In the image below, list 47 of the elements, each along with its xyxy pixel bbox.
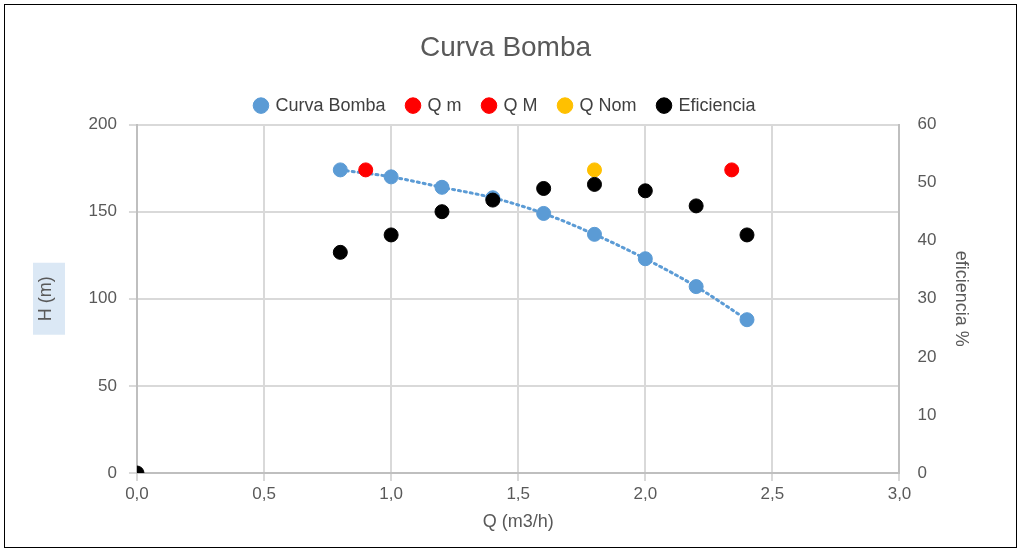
point xyxy=(586,162,602,178)
legend-label: Q M xyxy=(503,94,538,115)
point xyxy=(383,169,399,185)
y2-tick-label: 20 xyxy=(917,346,937,366)
x-tick-label: 1,5 xyxy=(506,483,531,503)
point xyxy=(383,227,399,243)
point xyxy=(637,251,653,267)
point xyxy=(739,227,755,243)
x-tick-label: 0,5 xyxy=(252,483,276,503)
y-axis-title: H (m) xyxy=(34,276,55,322)
x-tick-label: 0,0 xyxy=(125,483,149,503)
point xyxy=(688,198,704,214)
point xyxy=(637,183,653,199)
point xyxy=(739,312,755,328)
legend-label: Q Nom xyxy=(579,94,637,115)
point xyxy=(332,162,348,178)
y-tick-label: 150 xyxy=(88,201,117,221)
y-tick-label: 50 xyxy=(98,375,117,395)
y2-tick-label: 50 xyxy=(917,172,937,192)
point xyxy=(688,279,704,295)
y2-tick-label: 30 xyxy=(917,288,937,308)
point xyxy=(358,162,374,178)
point xyxy=(586,176,602,192)
point xyxy=(586,226,602,242)
point xyxy=(536,180,552,196)
y2-axis-title: eficiencia % xyxy=(952,250,973,347)
y2-tick-label: 60 xyxy=(917,114,937,134)
y2-tick-label: 0 xyxy=(917,462,927,482)
x-tick-label: 1,0 xyxy=(379,483,403,503)
point xyxy=(434,179,450,195)
legend-label: Q m xyxy=(427,94,462,115)
x-axis-title: Q (m3/h) xyxy=(482,511,554,532)
x-tick-label: 2,0 xyxy=(633,483,658,503)
point xyxy=(724,162,740,178)
y-tick-label: 0 xyxy=(107,462,117,482)
y-tick-label: 100 xyxy=(88,288,117,308)
y2-tick-label: 10 xyxy=(917,404,937,424)
y-tick-label: 200 xyxy=(88,114,117,134)
x-tick-label: 2,5 xyxy=(760,483,785,503)
chart-title: Curva Bomba xyxy=(419,30,592,62)
point xyxy=(332,244,348,260)
point xyxy=(536,205,552,221)
x-tick-label: 3,0 xyxy=(887,483,912,503)
point xyxy=(434,204,450,220)
legend-label: Eficiencia xyxy=(678,94,757,115)
y2-tick-label: 40 xyxy=(917,230,937,250)
legend-label: Curva Bomba xyxy=(275,94,387,115)
